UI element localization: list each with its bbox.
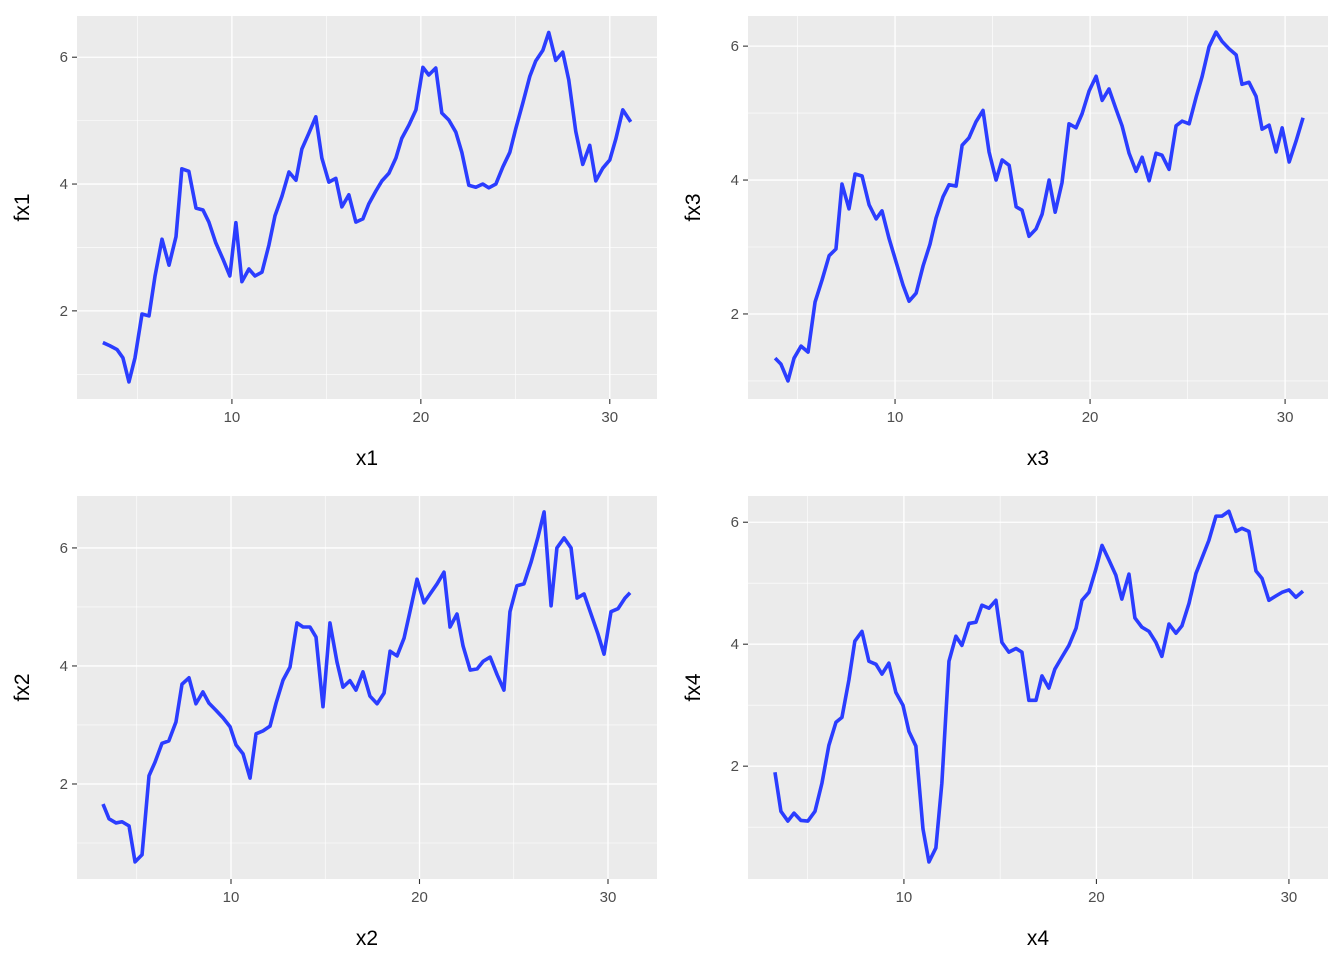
x-tick-label: 20 (1088, 889, 1105, 906)
x-tick-label: 30 (601, 409, 618, 426)
y-tick-label: 6 (60, 49, 68, 66)
x-axis-title: x3 (1027, 447, 1049, 470)
x-tick-label: 20 (412, 409, 429, 426)
y-tick-label: 6 (731, 514, 739, 531)
data-line (773, 509, 1305, 864)
x-tick-label: 10 (223, 889, 240, 906)
panel: 10 20 30 2 4 6 x2 fx2 (11, 496, 657, 950)
x-tick-label: 10 (224, 409, 241, 426)
x-axis-title: x2 (356, 927, 378, 950)
panel: 10 20 30 2 4 6 x1 fx1 (11, 16, 657, 470)
x-tick-label: 10 (887, 409, 904, 426)
y-axis-title: fx1 (11, 193, 34, 221)
y-tick-label: 6 (731, 38, 739, 55)
x-tick-label: 30 (600, 889, 617, 906)
y-axis-title: fx4 (682, 673, 705, 701)
y-tick-label: 2 (60, 303, 68, 320)
y-tick-label: 4 (60, 658, 68, 675)
x-tick-label: 20 (411, 889, 428, 906)
x-axis-title: x4 (1027, 927, 1050, 950)
plot-background (748, 16, 1328, 399)
y-tick-label: 6 (60, 540, 68, 557)
y-tick-label: 2 (731, 758, 739, 775)
y-tick-label: 4 (60, 176, 68, 193)
x-tick-label: 20 (1082, 409, 1099, 426)
x-tick-label: 30 (1277, 409, 1294, 426)
y-axis-title: fx3 (682, 193, 705, 221)
x-tick-label: 10 (896, 889, 913, 906)
y-tick-label: 2 (731, 306, 739, 323)
y-tick-label: 4 (731, 636, 739, 653)
x-axis-title: x1 (356, 447, 378, 470)
y-tick-label: 4 (731, 172, 739, 189)
data-line (102, 30, 633, 384)
data-line (101, 510, 632, 864)
y-axis-title: fx2 (11, 673, 34, 701)
x-tick-label: 30 (1281, 889, 1298, 906)
y-tick-label: 2 (60, 776, 68, 793)
panel: 10 20 30 2 4 6 x3 fx3 (682, 16, 1328, 470)
data-line (773, 30, 1305, 383)
panel: 10 20 30 2 4 6 x4 fx4 (682, 496, 1328, 950)
